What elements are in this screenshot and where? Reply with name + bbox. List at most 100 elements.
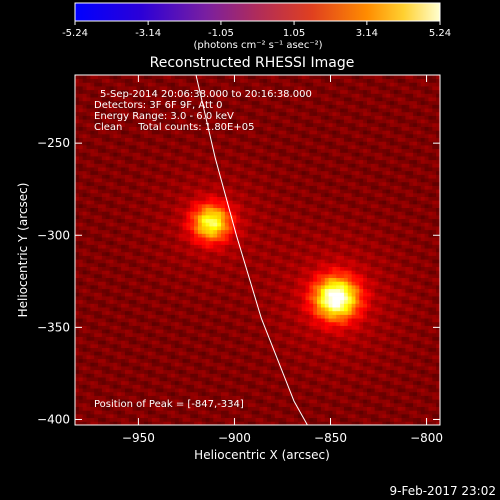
heatmap-cell: [201, 358, 207, 363]
heatmap-cell: [267, 89, 272, 94]
heatmap-cell: [178, 251, 183, 256]
heatmap-cell: [274, 307, 280, 312]
heatmap-cell: [178, 288, 183, 293]
heatmap-cell: [259, 310, 264, 315]
heatmap-cell: [224, 240, 230, 245]
heatmap-cell: [128, 244, 134, 249]
heatmap-cell: [251, 310, 256, 315]
heatmap-cell: [190, 104, 195, 109]
heatmap-cell: [190, 402, 195, 407]
heatmap-cell: [232, 288, 237, 293]
heatmap-cell: [190, 248, 195, 253]
heatmap-cell: [209, 255, 214, 260]
heatmap-cell: [163, 97, 168, 102]
heatmap-cell: [140, 97, 145, 102]
heatmap-cell: [194, 277, 199, 282]
heatmap-cell: [136, 325, 141, 330]
heatmap-cell: [136, 159, 141, 164]
heatmap-cell: [201, 130, 207, 135]
heatmap-cell: [86, 380, 91, 385]
heatmap-cell: [228, 355, 233, 360]
heatmap-cell: [151, 314, 157, 319]
heatmap-cell: [224, 203, 230, 209]
heatmap-cell: [98, 108, 103, 113]
heatmap-cell: [98, 273, 103, 279]
heatmap-cell: [124, 288, 130, 293]
heatmap-cell: [209, 413, 214, 419]
heatmap-cell: [201, 156, 207, 161]
heatmap-cell: [267, 347, 272, 352]
heatmap-cell: [105, 332, 110, 337]
heatmap-cell: [94, 111, 99, 116]
heatmap-cell: [117, 366, 122, 371]
heatmap-cell: [209, 159, 214, 164]
heatmap-cell: [247, 343, 253, 349]
heatmap-cell: [240, 255, 245, 260]
heatmap-cell: [132, 277, 137, 282]
heatmap-cell: [171, 122, 176, 127]
heatmap-cell: [159, 307, 164, 312]
heatmap-cell: [244, 384, 249, 389]
heatmap-cell: [267, 388, 272, 393]
heatmap-cell: [117, 248, 122, 253]
heatmap-cell: [82, 329, 87, 334]
heatmap-cell: [121, 285, 126, 290]
heatmap-cell: [109, 148, 114, 153]
heatmap-cell: [228, 314, 233, 319]
heatmap-cell: [90, 388, 95, 393]
heatmap-cell: [171, 391, 176, 396]
heatmap-cell: [263, 273, 268, 279]
heatmap-cell: [251, 366, 256, 371]
heatmap-cell: [205, 347, 210, 352]
heatmap-cell: [109, 321, 114, 326]
heatmap-cell: [247, 178, 253, 183]
heatmap-cell: [105, 192, 110, 197]
heatmap-cell: [109, 325, 114, 330]
heatmap-cell: [105, 343, 110, 349]
heatmap-cell: [247, 156, 253, 161]
heatmap-cell: [167, 200, 172, 205]
heatmap-cell: [251, 343, 256, 349]
heatmap-cell: [232, 119, 237, 124]
heatmap-cell: [221, 307, 226, 312]
heatmap-cell: [259, 174, 264, 179]
heatmap-cell: [124, 358, 130, 363]
heatmap-cell: [155, 406, 160, 411]
heatmap-cell: [186, 406, 191, 411]
heatmap-cell: [155, 281, 160, 286]
heatmap-cell: [75, 355, 80, 360]
heatmap-cell: [109, 391, 114, 396]
heatmap-cell: [98, 240, 103, 245]
heatmap-cell: [136, 82, 141, 87]
heatmap-cell: [90, 97, 95, 102]
heatmap-cell: [267, 251, 272, 256]
heatmap-cell: [213, 380, 218, 385]
heatmap-cell: [144, 307, 149, 312]
heatmap-cell: [124, 119, 130, 124]
heatmap-cell: [128, 255, 134, 260]
heatmap-cell: [213, 174, 218, 179]
heatmap-cell: [113, 351, 118, 356]
heatmap-cell: [236, 189, 241, 194]
heatmap-cell: [128, 296, 134, 301]
heatmap-cell: [178, 181, 183, 186]
heatmap-cell: [90, 130, 95, 135]
heatmap-cell: [190, 89, 195, 94]
heatmap-cell: [113, 362, 118, 367]
heatmap-cell: [105, 196, 110, 201]
heatmap-cell: [171, 229, 176, 234]
heatmap-cell: [267, 137, 272, 142]
heatmap-cell: [197, 156, 203, 161]
heatmap-cell: [255, 200, 260, 205]
heatmap-cell: [244, 270, 249, 275]
heatmap-cell: [128, 100, 134, 105]
heatmap-cell: [270, 115, 276, 120]
heatmap-cell: [90, 332, 95, 337]
heatmap-cell: [155, 296, 160, 301]
heatmap-cell: [94, 185, 99, 190]
heatmap-cell: [167, 192, 172, 197]
heatmap-cell: [151, 296, 157, 301]
heatmap-cell: [182, 100, 187, 105]
heatmap-cell: [221, 229, 226, 234]
heatmap-cell: [270, 233, 276, 238]
